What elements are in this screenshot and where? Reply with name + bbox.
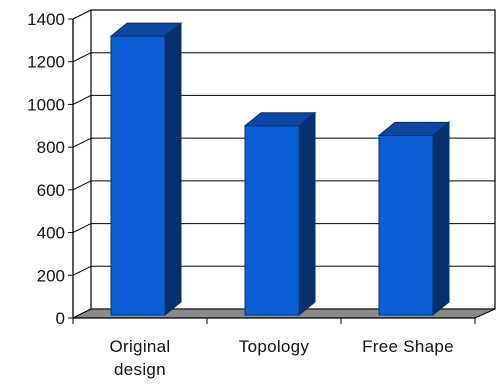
y-tick-label: 0 <box>56 309 65 328</box>
bar-top-face <box>377 121 451 136</box>
x-category-label-line: design <box>114 360 166 379</box>
bars <box>109 22 451 317</box>
bar-top-face <box>109 22 183 37</box>
bar <box>109 22 183 317</box>
y-tick-label: 1400 <box>27 10 65 29</box>
x-axis-category-labels: Original design Topology Free Shape <box>110 337 454 379</box>
bar <box>243 111 317 317</box>
x-category-label: Free Shape <box>362 337 454 356</box>
gridline-side <box>72 52 92 63</box>
bar-front-face <box>110 35 166 316</box>
x-category-label: Original design <box>110 337 171 379</box>
x-category-label: Topology <box>239 337 310 356</box>
y-tick-label: 600 <box>37 181 65 200</box>
axes <box>68 18 476 324</box>
bar-front-face <box>378 134 434 316</box>
y-tick-label: 400 <box>37 224 65 243</box>
bar <box>377 121 451 317</box>
x-category-label-line: Topology <box>239 337 310 356</box>
y-tick-label: 1000 <box>27 95 65 114</box>
x-category-label-line: Free Shape <box>362 337 454 356</box>
bar-front-face <box>244 125 300 316</box>
bar-side-face <box>164 22 182 317</box>
x-category-label-line: Original <box>110 337 171 356</box>
y-tick-label: 200 <box>37 266 65 285</box>
gridline-side <box>72 180 92 191</box>
gridline-side <box>72 94 92 105</box>
gridline-side <box>72 137 92 148</box>
y-tick-label: 1200 <box>27 53 65 72</box>
gridline-side <box>72 223 92 234</box>
bar-top-face <box>243 112 317 127</box>
gridline-side <box>72 265 92 276</box>
bar-side-face <box>298 111 316 317</box>
bar-side-face <box>432 121 450 317</box>
gridline-side <box>72 9 92 20</box>
y-tick-label: 800 <box>37 138 65 157</box>
y-axis-tick-labels: 0 200 400 600 800 1000 1200 1400 <box>27 10 65 328</box>
